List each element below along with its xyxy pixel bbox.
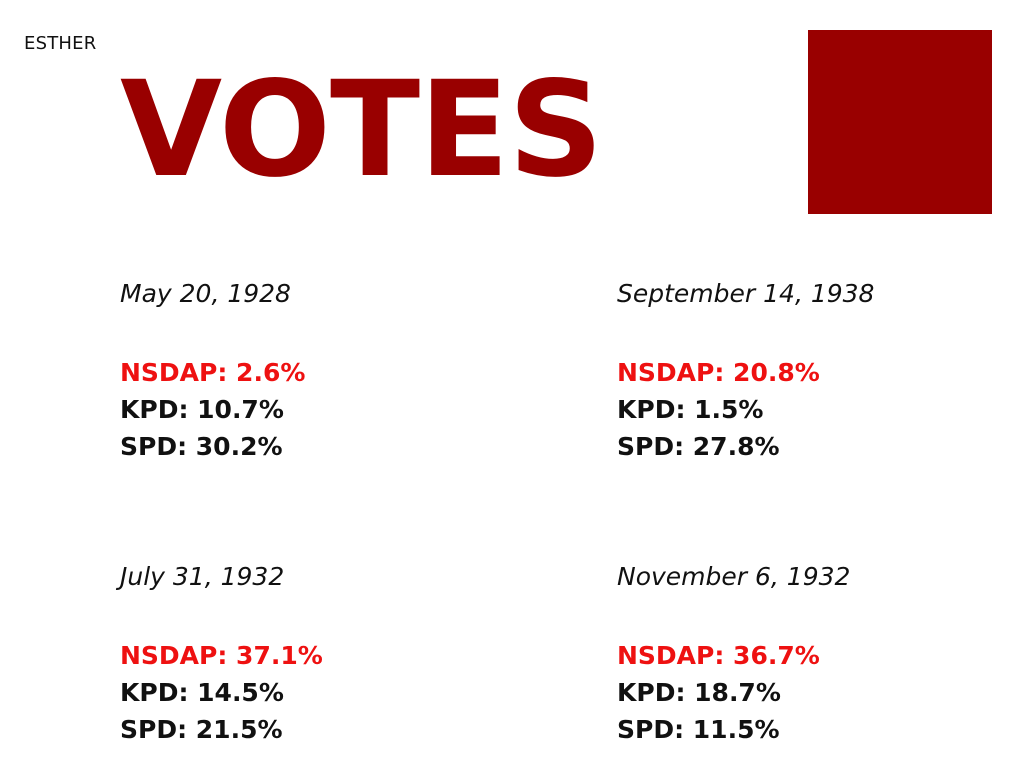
election-date: November 6, 1932 (617, 562, 851, 591)
election-date: May 20, 1928 (120, 279, 291, 308)
election-results: NSDAP: 36.7% KPD: 18.7% SPD: 11.5% (617, 637, 947, 748)
election-block-september-1938: September 14, 1938 NSDAP: 20.8% KPD: 1.5… (617, 279, 947, 465)
election-results: NSDAP: 2.6% KPD: 10.7% SPD: 30.2% (120, 354, 450, 465)
result-spd: SPD: 21.5% (120, 715, 283, 744)
result-kpd: KPD: 1.5% (617, 395, 764, 424)
election-block-november-1932: November 6, 1932 NSDAP: 36.7% KPD: 18.7%… (617, 562, 947, 748)
result-nsdap: NSDAP: 36.7% (617, 641, 820, 670)
accent-square (808, 30, 992, 214)
slide-title: VOTES (120, 53, 603, 207)
election-block-may-1928: May 20, 1928 NSDAP: 2.6% KPD: 10.7% SPD:… (120, 279, 450, 465)
result-nsdap: NSDAP: 37.1% (120, 641, 323, 670)
result-spd: SPD: 27.8% (617, 432, 780, 461)
election-results: NSDAP: 37.1% KPD: 14.5% SPD: 21.5% (120, 637, 450, 748)
result-spd: SPD: 30.2% (120, 432, 283, 461)
election-results: NSDAP: 20.8% KPD: 1.5% SPD: 27.8% (617, 354, 947, 465)
result-nsdap: NSDAP: 20.8% (617, 358, 820, 387)
author-name: ESTHER (24, 33, 97, 54)
result-kpd: KPD: 18.7% (617, 678, 781, 707)
election-date: July 31, 1932 (120, 562, 285, 591)
result-kpd: KPD: 14.5% (120, 678, 284, 707)
result-nsdap: NSDAP: 2.6% (120, 358, 306, 387)
result-spd: SPD: 11.5% (617, 715, 780, 744)
election-date: September 14, 1938 (617, 279, 875, 308)
result-kpd: KPD: 10.7% (120, 395, 284, 424)
election-block-july-1932: July 31, 1932 NSDAP: 37.1% KPD: 14.5% SP… (120, 562, 450, 748)
